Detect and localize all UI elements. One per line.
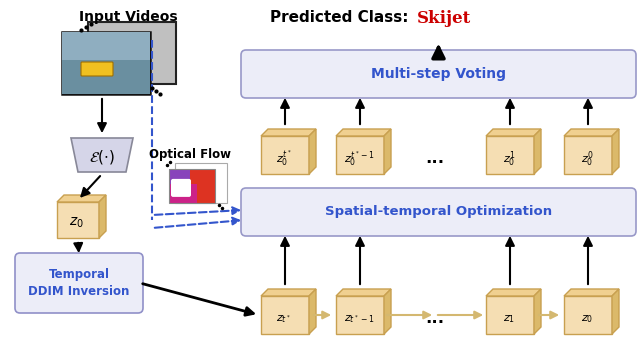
FancyBboxPatch shape [169,184,196,203]
Text: Optical Flow: Optical Flow [149,148,231,161]
Polygon shape [564,129,619,136]
Polygon shape [99,195,106,238]
FancyBboxPatch shape [62,60,150,94]
Text: $z_0$: $z_0$ [68,216,83,230]
Polygon shape [309,289,316,334]
Text: Multi-step Voting: Multi-step Voting [371,67,506,81]
FancyBboxPatch shape [81,62,113,76]
Polygon shape [486,129,541,136]
Text: Predicted Class:: Predicted Class: [270,10,408,25]
FancyBboxPatch shape [88,22,176,84]
FancyBboxPatch shape [486,296,534,334]
FancyBboxPatch shape [241,188,636,236]
Polygon shape [336,129,391,136]
Polygon shape [612,289,619,334]
FancyBboxPatch shape [169,169,195,203]
FancyBboxPatch shape [564,296,612,334]
FancyBboxPatch shape [336,296,384,334]
Polygon shape [612,129,619,174]
Text: $z_{t^*-1}$: $z_{t^*-1}$ [344,313,374,325]
FancyBboxPatch shape [15,253,143,313]
FancyBboxPatch shape [175,163,227,203]
Polygon shape [486,289,541,296]
FancyBboxPatch shape [171,179,191,197]
Text: $z_1$: $z_1$ [503,313,515,325]
Polygon shape [564,289,619,296]
Polygon shape [261,289,316,296]
Text: $z_0^{1}$: $z_0^{1}$ [502,149,515,169]
Text: $\mathcal{E}(\cdot)$: $\mathcal{E}(\cdot)$ [89,148,115,166]
FancyBboxPatch shape [189,169,215,203]
Text: ...: ... [426,309,445,327]
Text: $z_0^{t^*}$: $z_0^{t^*}$ [276,150,292,168]
Text: ...: ... [426,149,445,167]
Polygon shape [534,289,541,334]
FancyBboxPatch shape [241,50,636,98]
FancyBboxPatch shape [261,136,309,174]
Polygon shape [336,289,391,296]
Polygon shape [57,195,106,202]
FancyBboxPatch shape [62,32,150,60]
Text: Skijet: Skijet [417,10,471,27]
Text: $z_0^{0}$: $z_0^{0}$ [580,149,593,169]
Polygon shape [384,289,391,334]
Text: $z_0$: $z_0$ [581,313,593,325]
Polygon shape [309,129,316,174]
Polygon shape [534,129,541,174]
FancyBboxPatch shape [62,32,150,94]
Text: $z_{t^*}$: $z_{t^*}$ [276,313,292,325]
Polygon shape [384,129,391,174]
FancyBboxPatch shape [57,202,99,238]
Text: $z_0^{t^*-1}$: $z_0^{t^*-1}$ [344,150,374,168]
Polygon shape [261,129,316,136]
Text: Input Videos: Input Videos [79,10,177,24]
Text: Temporal
DDIM Inversion: Temporal DDIM Inversion [28,268,130,298]
FancyBboxPatch shape [261,296,309,334]
FancyBboxPatch shape [564,136,612,174]
FancyBboxPatch shape [486,136,534,174]
Polygon shape [71,138,133,172]
Text: Spatial-temporal Optimization: Spatial-temporal Optimization [325,205,552,219]
FancyBboxPatch shape [336,136,384,174]
